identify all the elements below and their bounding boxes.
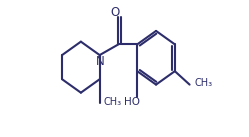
Text: CH₃: CH₃	[104, 97, 122, 107]
Text: HO: HO	[124, 97, 140, 107]
Text: N: N	[96, 55, 105, 68]
Text: CH₃: CH₃	[194, 78, 212, 88]
Text: O: O	[111, 6, 120, 19]
